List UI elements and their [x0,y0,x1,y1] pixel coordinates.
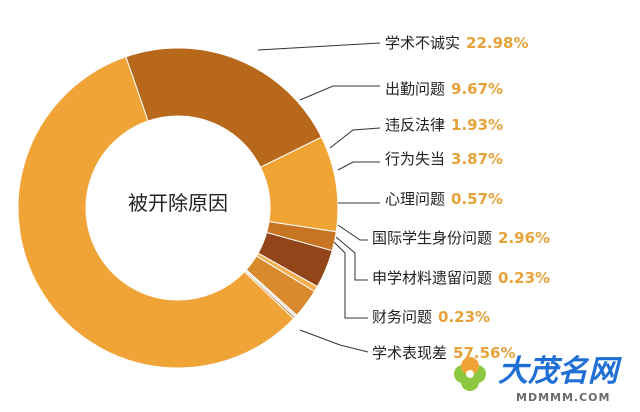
slice-label-value: 9.67% [451,80,503,98]
slice-label-2: 出勤问题 9.67% [385,80,503,98]
leader-line-9 [299,329,369,353]
slice-label-7: 申学材料遗留问题 0.23% [372,269,550,287]
slice-label-1: 学术不诚实 22.98% [385,34,529,52]
leader-line-2 [299,85,380,101]
slice-label-3: 违反法律 1.93% [385,116,503,134]
leader-line-1 [257,42,381,51]
slice-label-8: 财务问题 0.23% [372,308,490,326]
slice-label-6: 国际学生身份问题 2.96% [372,229,550,247]
leader-line-8 [333,241,368,319]
slice-label-name: 违反法律 [385,116,445,134]
slice-labels: 学术不诚实 22.98% 出勤问题 9.67% 违反法律 1.93% 行为失当 3.87% 心理… [372,34,550,362]
slice-label-5: 心理问题 0.57% [385,190,503,208]
slice-label-9: 学术表现差 57.56% [372,344,516,362]
slice-label-name: 学术表现差 [372,344,447,362]
center-label: 被开除原因 [128,191,228,215]
slice-9 [17,56,295,369]
slice-label-name: 财务问题 [372,308,432,326]
slice-label-name: 出勤问题 [385,80,445,98]
slices-group [17,47,339,369]
slice-label-value: 3.87% [451,150,503,168]
slice-label-value: 22.98% [466,34,528,52]
slice-label-name: 国际学生身份问题 [372,229,492,247]
leader-lines [257,42,381,353]
slice-label-4: 行为失当 3.87% [385,150,503,168]
slice-label-value: 0.23% [438,308,490,326]
leader-line-6 [337,224,368,241]
watermark-name: 大茂名网 [498,354,622,389]
watermark: 大茂名网 MDMMM.COM [454,354,622,404]
slice-label-value: 2.96% [498,229,550,247]
slice-label-value: 0.23% [498,269,550,287]
clover-logo-icon [454,357,486,391]
slice-label-value: 0.57% [451,190,503,208]
slice-label-name: 申学材料遗留问题 [372,269,492,287]
leader-line-7 [335,236,368,281]
watermark-url: MDMMM.COM [516,391,610,404]
slice-label-name: 学术不诚实 [385,34,460,52]
slice-label-name: 心理问题 [385,190,445,208]
slice-label-value: 1.93% [451,116,503,134]
slice-1 [125,47,323,168]
leader-line-4 [337,161,380,171]
slice-label-name: 行为失当 [385,150,445,168]
leader-line-3 [329,127,381,149]
